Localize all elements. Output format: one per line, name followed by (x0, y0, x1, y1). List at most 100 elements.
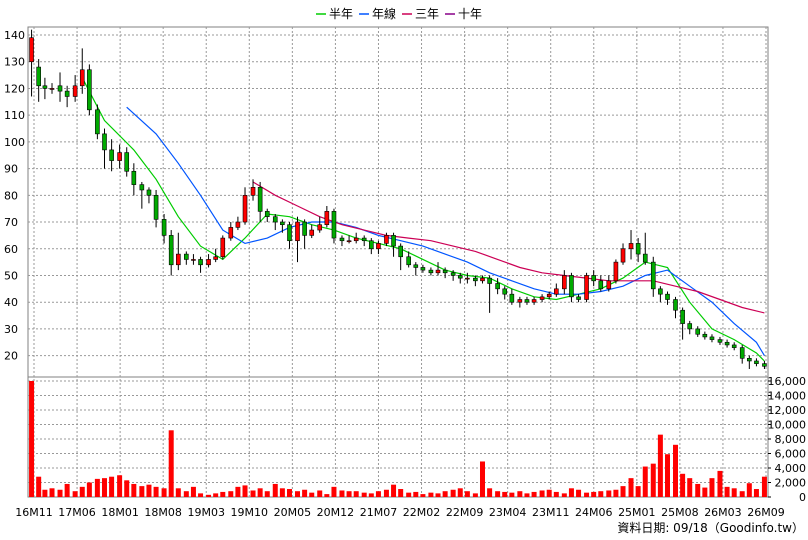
candle-body-39 (317, 224, 323, 231)
volume-bar-46 (368, 493, 374, 497)
volume-bar-82 (635, 486, 641, 497)
candle-body-67 (524, 299, 530, 303)
candle-body-98 (754, 360, 759, 364)
candle-body-13 (124, 152, 130, 172)
volume-bar-4 (57, 489, 63, 497)
volume-bar-17 (153, 486, 159, 497)
candle-body-0 (29, 37, 34, 63)
volume-bar-81 (628, 478, 634, 497)
candle-body-12 (117, 152, 122, 161)
candle-body-79 (613, 261, 619, 282)
price-tick-label-4: 60 (4, 243, 18, 256)
volume-bar-14 (131, 483, 137, 497)
x-tick-label-4: 19M03 (187, 506, 225, 519)
volume-bar-5 (64, 483, 70, 497)
candle-body-97 (747, 357, 752, 362)
price-tick-label-1: 30 (4, 323, 18, 336)
volume-bar-52 (413, 491, 419, 497)
candle-body-42 (339, 237, 345, 242)
volume-bar-58 (457, 488, 463, 497)
volume-bar-54 (428, 492, 434, 497)
price-tick-label-11: 130 (4, 56, 25, 69)
price-tick-label-3: 50 (4, 269, 18, 282)
candle-body-45 (361, 237, 367, 242)
volume-bar-70 (546, 489, 552, 497)
volume-bar-12 (117, 475, 123, 497)
candle-body-25 (213, 256, 218, 260)
candle-body-92 (709, 336, 715, 340)
legend-label-2: 三年 (415, 7, 439, 21)
candle-body-69 (539, 296, 545, 300)
candle-body-64 (502, 288, 508, 295)
candle-body-46 (369, 240, 374, 250)
volume-bar-7 (79, 486, 85, 497)
volume-bar-95 (731, 488, 737, 497)
x-tick-label-10: 22M09 (446, 506, 484, 519)
candle-body-3 (49, 88, 55, 90)
volume-bar-40 (324, 494, 330, 497)
ma-line-2 (252, 181, 765, 314)
candle-body-38 (309, 229, 315, 236)
volume-bar-84 (650, 463, 656, 497)
candle-body-47 (376, 243, 381, 250)
volume-bar-31 (257, 488, 263, 497)
volume-bar-96 (739, 491, 745, 497)
candle-body-58 (457, 275, 463, 279)
volume-bar-21 (183, 491, 189, 497)
volume-bar-86 (664, 454, 670, 497)
volume-bar-49 (391, 484, 397, 497)
volume-bar-13 (124, 480, 130, 497)
candle-body-24 (206, 259, 211, 266)
x-tick-label-0: 16M11 (15, 506, 53, 519)
candle-body-6 (72, 85, 78, 97)
volume-bar-16 (146, 484, 152, 497)
moving-average-lines (81, 77, 765, 362)
volume-bar-10 (101, 478, 107, 497)
price-tick-label-9: 110 (4, 109, 25, 122)
candle-body-31 (257, 187, 263, 212)
volume-bar-89 (687, 478, 693, 497)
x-tick-label-17: 26M09 (747, 506, 785, 519)
x-tick-label-5: 19M10 (231, 506, 269, 519)
candle-body-30 (250, 187, 256, 196)
candle-body-50 (398, 245, 403, 258)
price-tick-label-12: 140 (4, 29, 25, 42)
candle-body-51 (406, 256, 411, 266)
candle-body-48 (384, 235, 389, 244)
volume-bar-45 (361, 492, 367, 497)
candle-body-57 (450, 272, 456, 276)
candle-body-61 (480, 277, 485, 282)
volume-bar-8 (86, 482, 92, 497)
candle-body-76 (591, 275, 596, 282)
volume-bar-30 (250, 490, 256, 497)
volume-bar-60 (472, 493, 478, 497)
volume-bar-51 (406, 492, 412, 497)
legend-label-1: 年線 (372, 6, 396, 21)
candle-body-33 (272, 216, 278, 223)
candle-body-82 (635, 243, 641, 255)
volume-bar-24 (206, 494, 212, 497)
volume-bar-29 (242, 485, 248, 497)
volume-bar-43 (346, 491, 352, 497)
x-tick-label-9: 22M02 (403, 506, 441, 519)
candle-body-49 (391, 235, 396, 247)
volume-bar-68 (531, 491, 537, 497)
volume-bar-91 (702, 487, 708, 497)
x-tick-label-7: 20M12 (317, 506, 355, 519)
volume-bar-65 (509, 492, 515, 497)
candle-body-17 (153, 195, 159, 220)
candle-body-27 (228, 227, 234, 239)
candle-body-2 (42, 85, 48, 89)
volume-bar-34 (279, 488, 285, 497)
legend-label-0: 半年 (329, 7, 353, 21)
volume-bar-66 (517, 491, 523, 497)
legend: 半年 年線 三年 十年 (316, 6, 482, 21)
candle-body-72 (562, 275, 567, 290)
candle-body-5 (64, 90, 70, 97)
price-tick-label-6: 80 (4, 189, 18, 202)
volume-tick-label-2: 4,000 (775, 462, 807, 475)
candle-body-22 (191, 259, 196, 261)
price-tick-label-5: 70 (4, 216, 18, 229)
